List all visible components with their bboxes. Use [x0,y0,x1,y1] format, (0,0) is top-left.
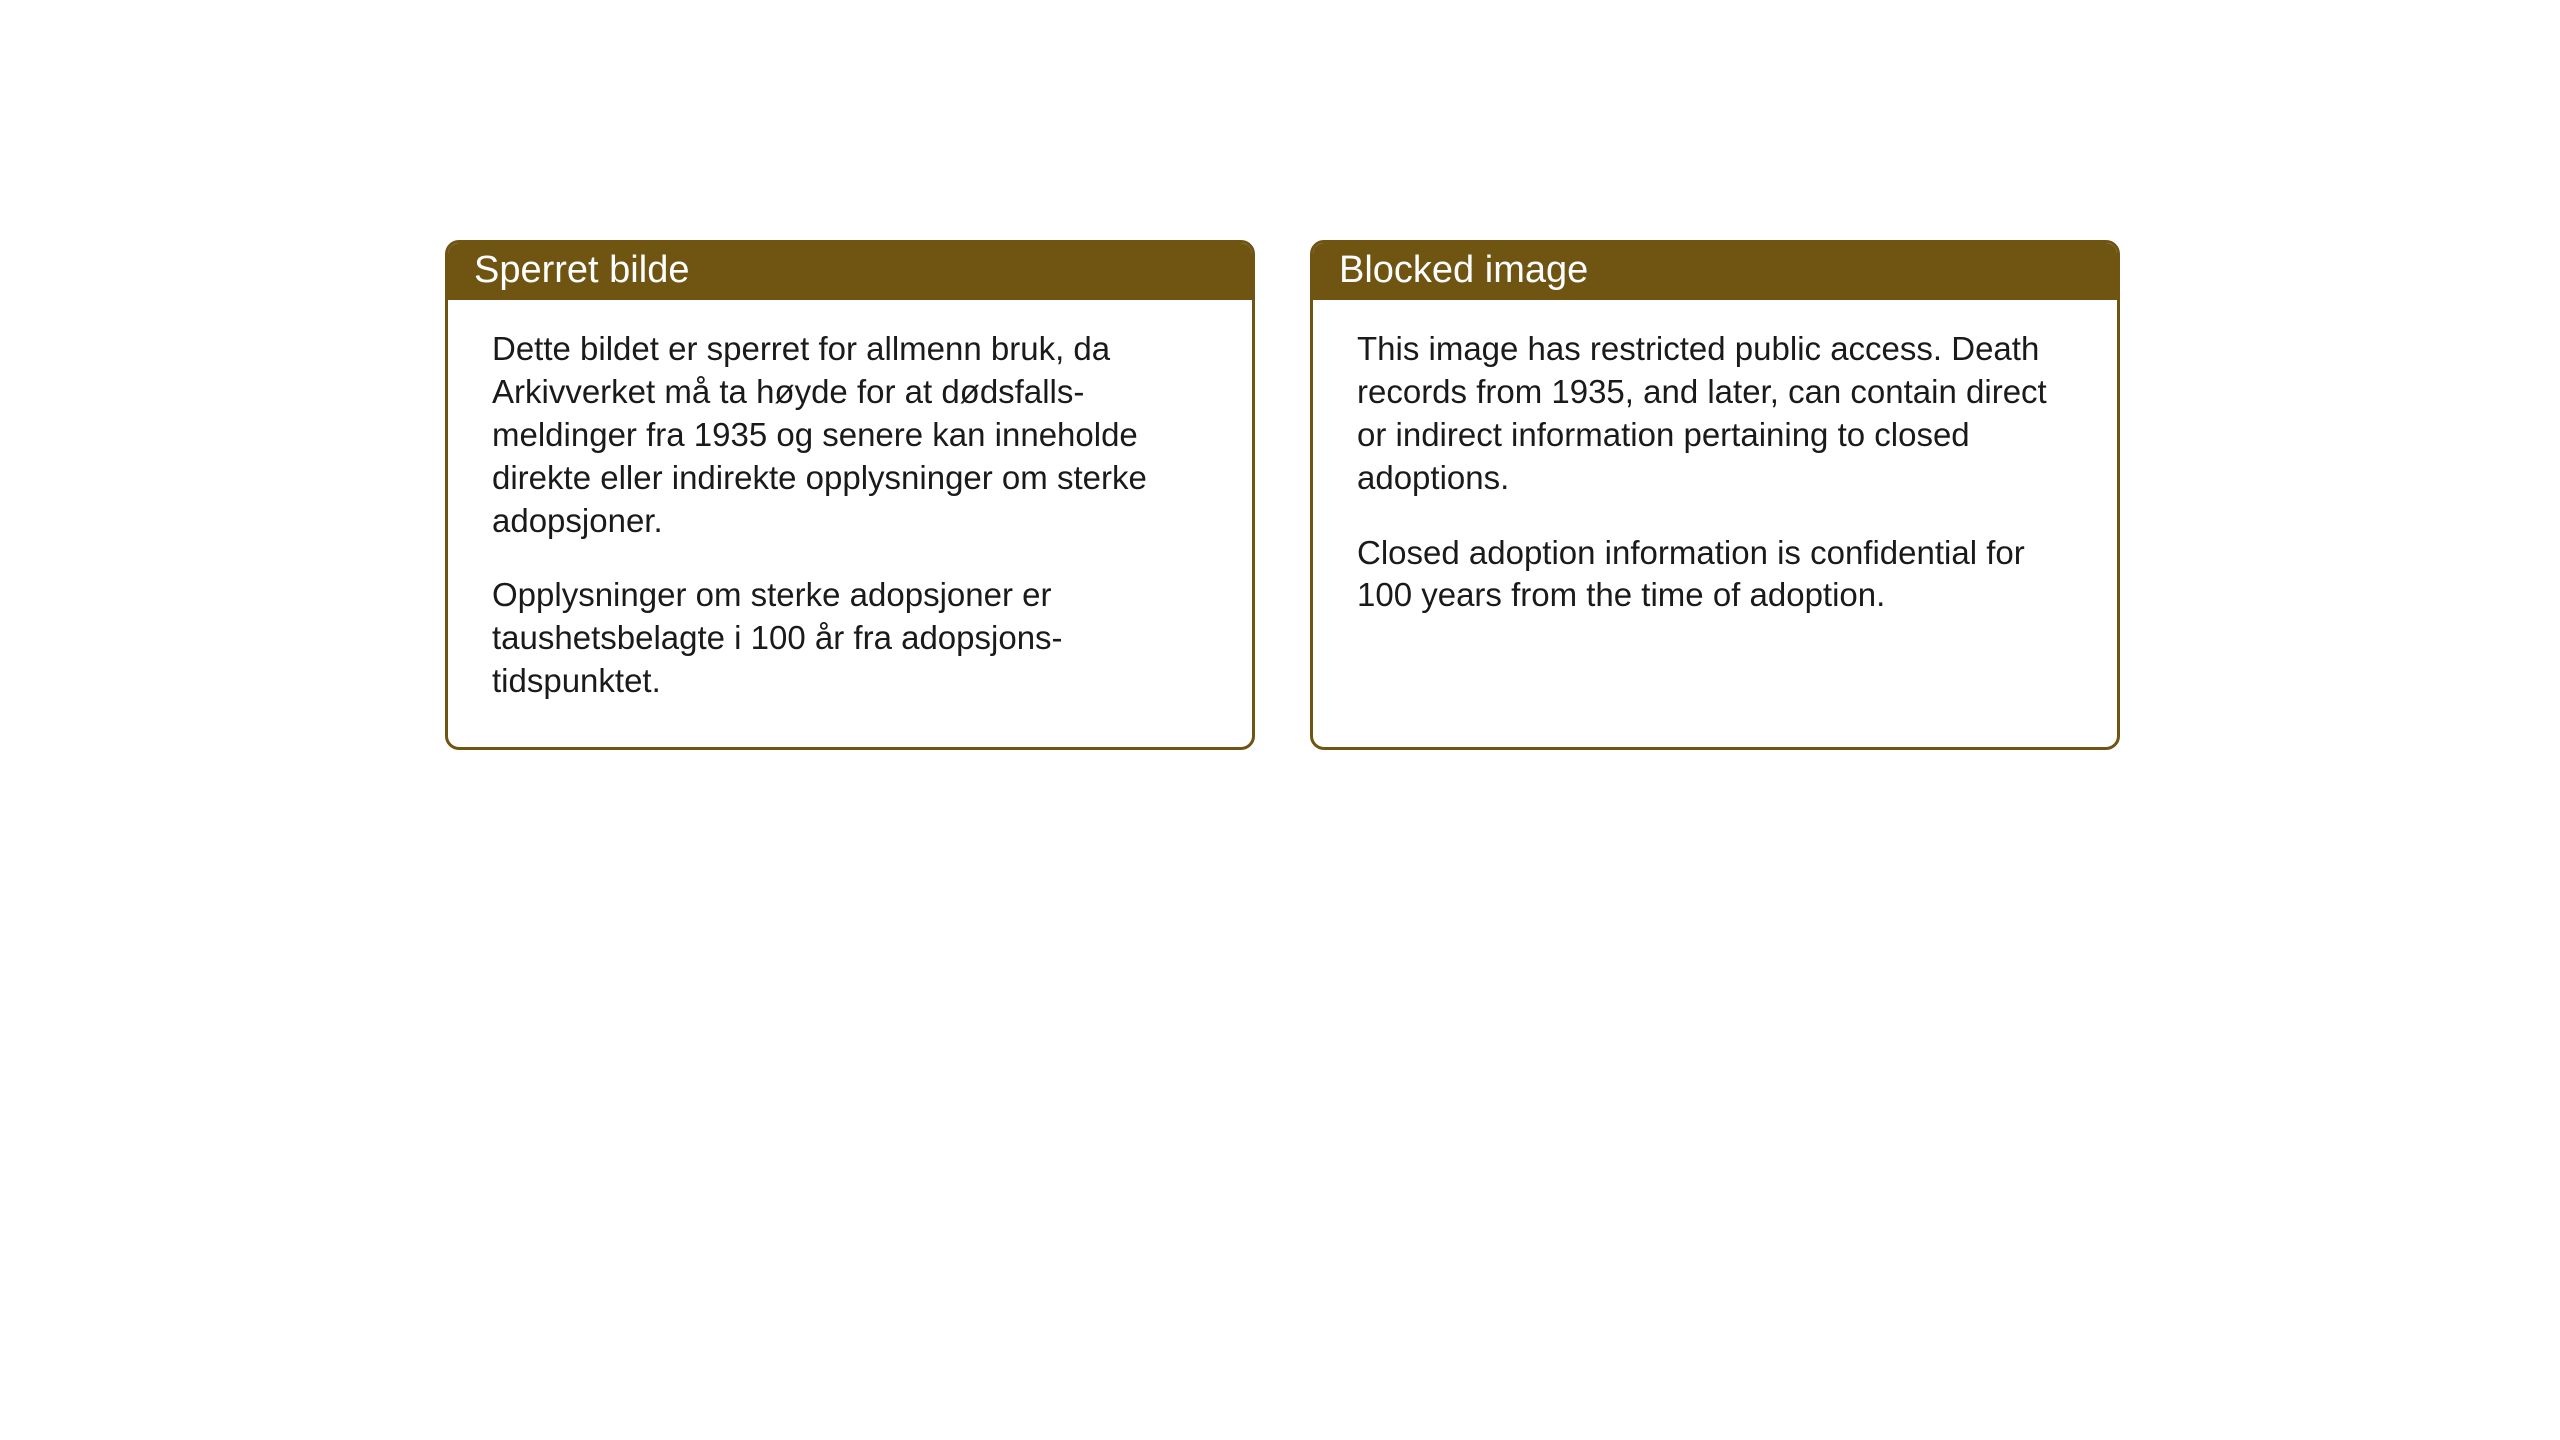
notice-box-english: Blocked image This image has restricted … [1310,240,2120,750]
notice-paragraph: Opplysninger om sterke adopsjoner er tau… [492,574,1208,703]
notice-paragraph: Closed adoption information is confident… [1357,532,2073,618]
notice-paragraph: Dette bildet er sperret for allmenn bruk… [492,328,1208,542]
notice-header-norwegian: Sperret bilde [448,243,1252,300]
notice-container: Sperret bilde Dette bildet er sperret fo… [445,240,2120,750]
notice-body-norwegian: Dette bildet er sperret for allmenn bruk… [448,300,1252,739]
notice-paragraph: This image has restricted public access.… [1357,328,2073,500]
notice-body-english: This image has restricted public access.… [1313,300,2117,653]
notice-header-english: Blocked image [1313,243,2117,300]
notice-box-norwegian: Sperret bilde Dette bildet er sperret fo… [445,240,1255,750]
